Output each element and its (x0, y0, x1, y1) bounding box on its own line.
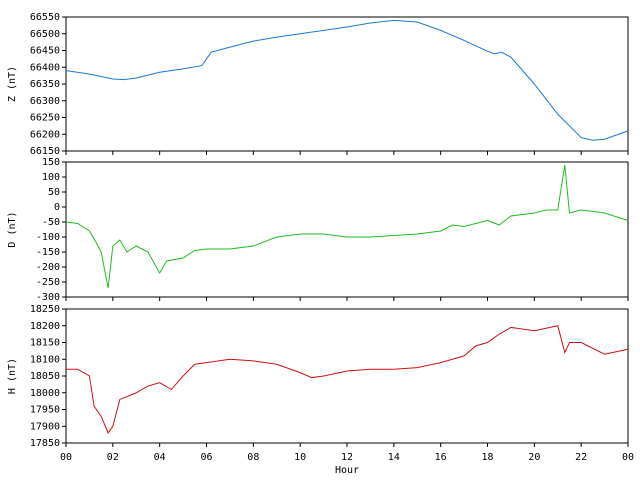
y-tick-label: -300 (36, 292, 60, 303)
panel-frame (65, 161, 629, 298)
x-tick-label: 06 (200, 452, 212, 463)
y-axis-label: Z (nT) (7, 66, 18, 102)
x-tick-label: 20 (528, 452, 540, 463)
y-tick-label: 50 (48, 187, 60, 198)
y-tick-label: -50 (42, 217, 60, 228)
panel-frame (65, 16, 629, 152)
x-tick-label: 12 (341, 452, 353, 463)
y-tick-label: 17900 (30, 421, 60, 432)
x-tick-label: 08 (247, 452, 259, 463)
data-line (65, 164, 629, 289)
y-tick-label: 66500 (30, 29, 60, 40)
y-tick-label: 66250 (30, 113, 60, 124)
y-tick-label: 18150 (30, 338, 60, 349)
y-tick-label: 66350 (30, 79, 60, 90)
x-tick-label: 18 (481, 452, 493, 463)
y-tick-label: 18200 (30, 321, 60, 332)
y-tick-label: 100 (42, 172, 60, 183)
data-line (66, 325, 629, 434)
y-tick-label: 0 (54, 202, 60, 213)
x-tick-label: 00 (60, 452, 72, 463)
y-tick-label: 66300 (30, 96, 60, 107)
y-tick-label: -200 (36, 262, 60, 273)
y-tick-label: -250 (36, 277, 60, 288)
y-tick-label: 18250 (30, 304, 60, 315)
y-axis-label: D (nT) (7, 211, 18, 247)
data-line (65, 19, 629, 141)
y-tick-label: 17850 (30, 438, 60, 449)
y-tick-label: 66150 (30, 146, 60, 157)
y-tick-label: 66550 (30, 12, 60, 23)
y-tick-label: 17950 (30, 405, 60, 416)
x-tick-label: 14 (388, 452, 400, 463)
y-tick-label: 66450 (30, 46, 60, 57)
y-tick-label: 66400 (30, 62, 60, 73)
y-tick-label: -100 (36, 232, 60, 243)
y-tick-label: 150 (42, 157, 60, 168)
x-axis-label: Hour (335, 465, 359, 476)
x-tick-label: 10 (294, 452, 306, 463)
y-tick-label: 18050 (30, 371, 60, 382)
y-tick-label: -150 (36, 247, 60, 258)
x-tick-label: 00 (622, 452, 634, 463)
x-tick-label: 16 (435, 452, 447, 463)
y-tick-label: 66200 (30, 129, 60, 140)
x-tick-label: 04 (154, 452, 166, 463)
x-tick-label: 02 (107, 452, 119, 463)
y-tick-label: 18000 (30, 388, 60, 399)
x-tick-label: 22 (575, 452, 587, 463)
y-axis-label: H (nT) (7, 358, 18, 394)
y-tick-label: 18100 (30, 354, 60, 365)
